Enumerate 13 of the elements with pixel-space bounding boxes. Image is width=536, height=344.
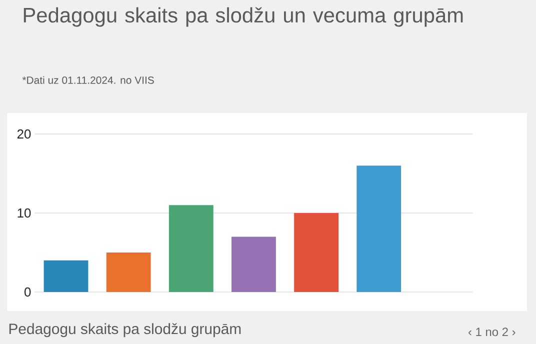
y-tick-label: 10 — [18, 208, 31, 218]
text: Pedagogu skaits pa slodžu grupām — [9, 323, 241, 338]
chart-subtitle: *Dati uz 01.11.2024. no VIIS — [22, 76, 154, 84]
bar — [232, 236, 276, 292]
bar — [356, 166, 402, 292]
y-tick-label: 20 — [17, 129, 31, 139]
y-tick-label: 0 — [24, 287, 31, 297]
text: ‹ 1 no 2 › — [468, 328, 516, 336]
chart-title: Pedagogu skaits pa slodžu un vecuma grupām — [24, 7, 463, 27]
bar — [168, 205, 214, 292]
bar — [44, 260, 88, 292]
bar — [106, 252, 151, 292]
bar — [294, 213, 339, 292]
